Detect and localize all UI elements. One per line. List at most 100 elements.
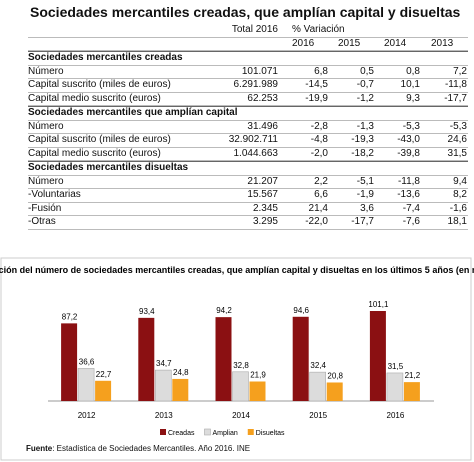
source-label: Fuente: [26, 444, 53, 453]
table-row: Capital medio suscrito (euros) 1.044.663 -…: [28, 147, 468, 161]
year-header: 2013: [431, 37, 454, 49]
total-header: Total 2016: [231, 24, 278, 35]
cell-value: 3.295: [252, 216, 278, 227]
cell-value: 32.902.711: [228, 134, 278, 145]
value-label: 34,7: [156, 359, 172, 368]
value-label: 87,2: [62, 312, 78, 321]
x-tick-label: 2013: [155, 411, 173, 420]
bar: [232, 371, 249, 402]
cell-value: -43,0: [397, 134, 420, 145]
legend-swatch: [204, 428, 211, 436]
bar: [95, 380, 112, 401]
x-tick-label: 2014: [232, 411, 250, 420]
section-title: Sociedades mercantiles creadas: [28, 51, 468, 66]
bar: [138, 317, 155, 401]
cell-value: 18,1: [447, 216, 467, 227]
value-label: 32,8: [233, 361, 249, 370]
cell-value: -7,4: [402, 202, 420, 214]
cell-value: -1,3: [356, 120, 374, 132]
value-label: 21,2: [405, 371, 421, 380]
bar: [292, 316, 309, 401]
cell-value: -18,2: [351, 147, 374, 159]
cell-value: -5,1: [356, 175, 374, 187]
row-label: Número: [28, 120, 64, 132]
x-tick-label: 2015: [309, 411, 327, 420]
bar: [309, 371, 327, 402]
table-row: Capital medio suscrito (euros) 62.253 -19,…: [28, 92, 468, 106]
bar: [155, 369, 172, 402]
cell-value: 62.253: [247, 92, 278, 104]
cell-value: -2,8: [310, 120, 328, 132]
cell-value: 6,8: [314, 65, 328, 77]
cell-value: -11,8: [397, 175, 420, 187]
cell-value: -19,3: [351, 134, 374, 145]
value-label: 94,2: [216, 306, 232, 315]
table-row: Número 101.071 6,8 0,5 0,8 7,2: [28, 65, 468, 79]
row-label: -Voluntarias: [28, 189, 81, 200]
legend-swatch: [160, 429, 166, 435]
table-row: Número 31.496 -2,8 -1,3 -5,3 -5,3: [28, 120, 468, 134]
section-title: Sociedades mercantiles que amplían capit…: [28, 106, 468, 121]
cell-value: 6.291.989: [233, 79, 279, 90]
year-header: 2015: [338, 37, 361, 49]
cell-value: 7,2: [453, 65, 467, 77]
year-header: 2014: [384, 37, 407, 49]
cell-value: -0,7: [356, 79, 374, 90]
cell-value: 0,8: [406, 65, 420, 77]
x-tick-label: 2016: [387, 411, 405, 420]
row-label: Capital suscrito (miles de euros): [28, 134, 171, 145]
cell-value: -19,9: [305, 92, 328, 104]
cell-value: 24,6: [447, 134, 467, 145]
cell-value: -17,7: [351, 216, 374, 227]
data-table: Total 2016 % Variación 2016 2015 2014 2013 Soc…: [28, 24, 468, 230]
cell-value: 31.496: [247, 120, 278, 132]
value-label: 93,4: [139, 307, 155, 316]
cell-value: 3,6: [360, 202, 374, 214]
x-tick-label: 2012: [78, 411, 96, 420]
year-header: 2016: [292, 37, 315, 49]
section-title-text: Sociedades mercantiles que amplían capit…: [28, 107, 238, 118]
row-label: Capital suscrito (miles de euros): [28, 79, 171, 90]
value-label: 21,9: [250, 371, 266, 380]
bar: [249, 381, 266, 401]
legend-swatch: [247, 429, 254, 435]
cell-value: 15.567: [247, 189, 278, 200]
table-row: -Fusión 2.345 21,4 3,6 -7,4 -1,6: [28, 202, 468, 216]
value-label: 20,8: [327, 371, 343, 380]
cell-value: 1.044.663: [233, 147, 279, 159]
value-label: 22,7: [96, 370, 112, 379]
bar: [77, 368, 95, 402]
cell-value: 6,6: [314, 189, 328, 200]
table-row: Número 21.207 2,2 -5,1 -11,8 9,4: [28, 175, 468, 189]
cell-value: 9,3: [406, 92, 420, 104]
cell-value: -39,8: [397, 147, 420, 159]
cell-value: 8,2: [453, 189, 467, 200]
chart-frame: [0, 257, 472, 461]
value-label: 36,6: [79, 357, 95, 366]
cell-value: -14,5: [305, 79, 328, 90]
bar: [215, 317, 232, 401]
cell-value: 2.345: [252, 202, 278, 214]
value-label: 94,6: [293, 306, 309, 315]
cell-value: 31,5: [447, 147, 467, 159]
cell-value: 101.071: [241, 65, 278, 77]
legend-label: Disueltas: [256, 430, 285, 437]
bar: [172, 378, 189, 401]
table-row: -Otras 3.295 -22,0 -17,7 -7,6 18,1: [28, 216, 468, 230]
header-row: Total 2016 % Variación: [28, 24, 468, 38]
row-label: Número: [28, 65, 64, 77]
legend-label: Amplian: [212, 430, 237, 437]
value-label: 32,4: [310, 361, 326, 370]
section-title-text: Sociedades mercantiles creadas: [28, 52, 183, 63]
row-label: Capital medio suscrito (euros): [28, 147, 161, 159]
value-label: 31,5: [388, 362, 404, 371]
cell-value: 21.207: [247, 175, 278, 187]
cell-value: -2,0: [310, 147, 328, 159]
cell-value: 0,5: [360, 65, 374, 77]
cell-value: -4,8: [310, 134, 328, 145]
cell-value: 9,4: [453, 175, 467, 187]
cell-value: -1,2: [356, 92, 374, 104]
source-text: : Estadística de Sociedades Mercantiles.…: [52, 444, 251, 453]
row-label: -Otras: [28, 216, 56, 227]
legend-label: Creadas: [168, 430, 195, 437]
